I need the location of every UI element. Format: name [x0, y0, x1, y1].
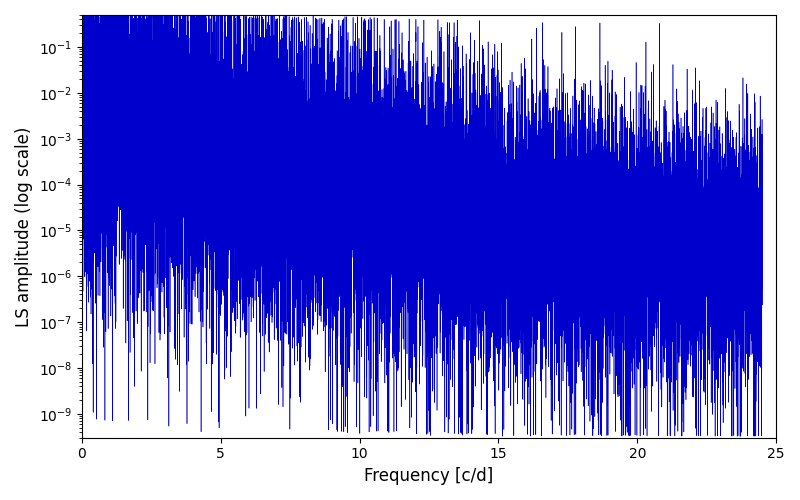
X-axis label: Frequency [c/d]: Frequency [c/d]	[364, 467, 494, 485]
Y-axis label: LS amplitude (log scale): LS amplitude (log scale)	[15, 126, 33, 326]
